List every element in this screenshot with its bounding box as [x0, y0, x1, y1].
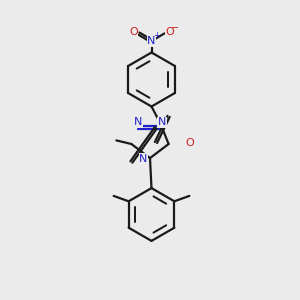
Text: O: O [165, 27, 174, 38]
Text: N: N [134, 117, 142, 127]
Text: +: + [153, 31, 160, 40]
Text: N: N [147, 36, 156, 46]
Text: N: N [158, 117, 166, 127]
Text: O: O [129, 27, 138, 38]
Text: N: N [139, 154, 148, 164]
Text: −: − [171, 22, 180, 33]
Text: O: O [185, 137, 194, 148]
